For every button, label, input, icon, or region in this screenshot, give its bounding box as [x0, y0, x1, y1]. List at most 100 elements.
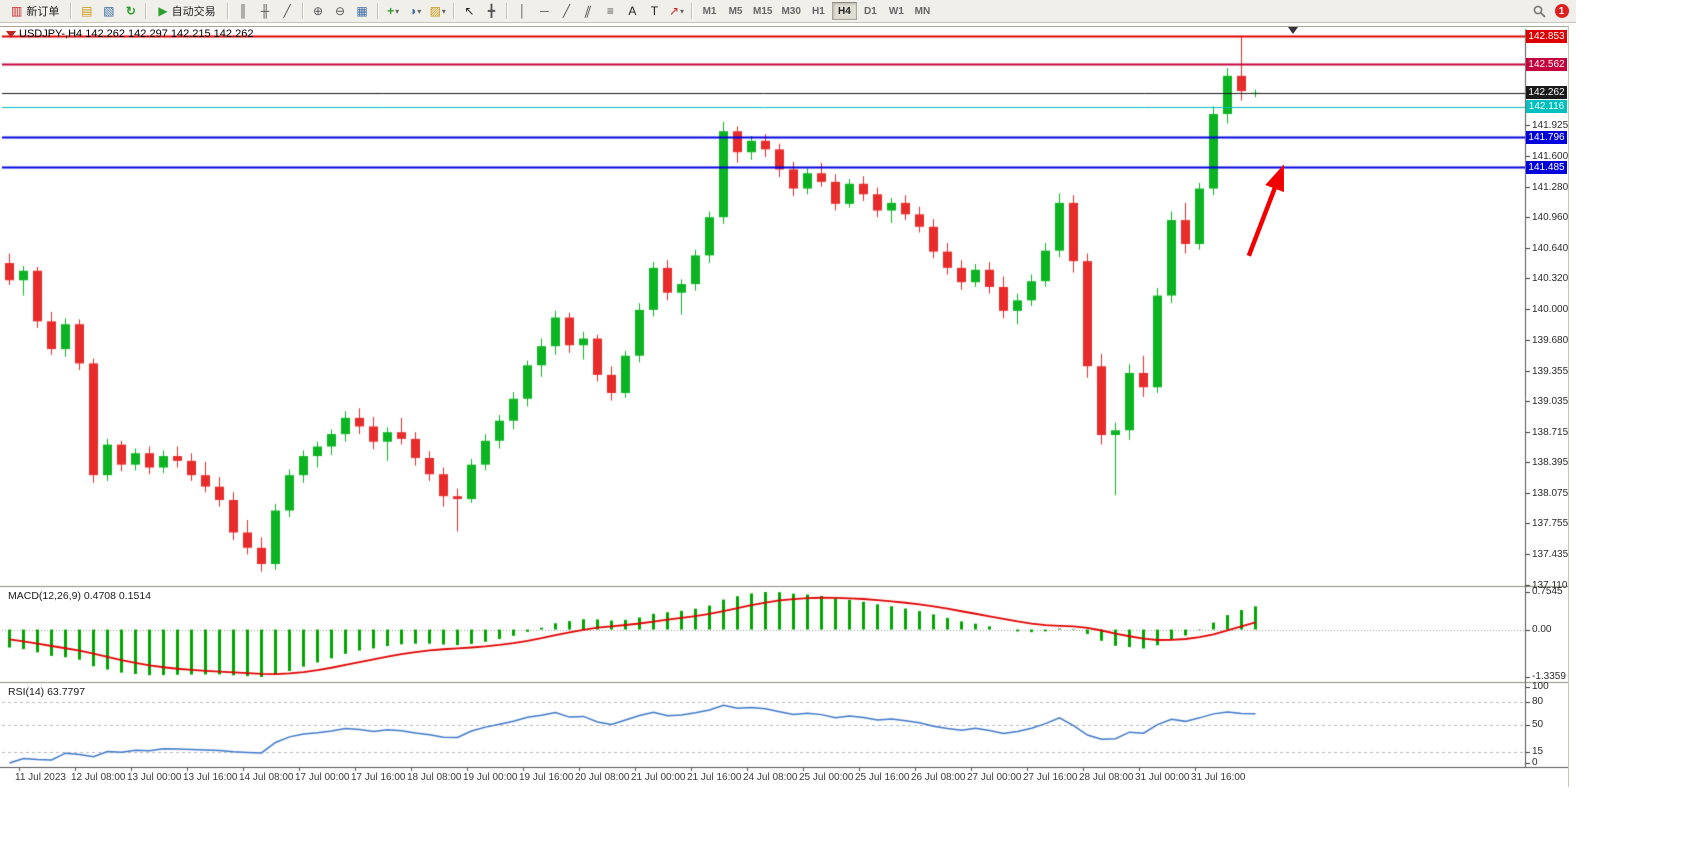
toolbar-separator — [452, 3, 455, 19]
one-click-trading-icon[interactable] — [6, 31, 16, 38]
rsi-indicator-label: RSI(14) 63.7797 — [8, 686, 86, 698]
indicator-scale-label: -1.3359 — [1532, 671, 1566, 682]
text-icon: A — [628, 4, 637, 18]
indicators-button[interactable]: + ▾ — [383, 2, 404, 20]
notifications-button[interactable]: 1 — [1551, 2, 1572, 20]
search-icon — [1533, 5, 1546, 18]
main-toolbar: ▥ 新订单 ▤ ▧ ↻ ▶ 自动交易 ║ ╫ ╱ ⊕ ⊖ ▦ + ▾ ◑ ▾ ▨ ▾ … — [0, 0, 1576, 23]
search-button[interactable] — [1529, 2, 1550, 20]
time-axis-label: 19 Jul 00:00 — [463, 772, 518, 783]
vertical-line-button[interactable]: │ — [512, 2, 533, 20]
chart-title: USDJPY-,H4 142.262 142.297 142.215 142.2… — [19, 28, 254, 40]
price-scale-label: 137.755 — [1532, 517, 1569, 529]
toolbar-separator — [70, 3, 73, 19]
refresh-icon: ↻ — [125, 4, 136, 18]
notification-badge: 1 — [1554, 4, 1569, 18]
periods-button[interactable]: ◑ ▾ — [405, 2, 426, 20]
price-scale-label: 139.680 — [1532, 334, 1569, 346]
toolbar-separator — [301, 3, 304, 19]
zoom-in-button[interactable]: ⊕ — [308, 2, 329, 20]
toolbar-separator — [226, 3, 229, 19]
zoom-out-button[interactable]: ⊖ — [330, 2, 351, 20]
chart-window: USDJPY-,H4 142.262 142.297 142.215 142.2… — [0, 26, 1569, 787]
indicator-scale-label: 15 — [1532, 745, 1544, 757]
price-scale-label: 139.035 — [1532, 395, 1569, 407]
bar-chart-button[interactable]: ║ — [233, 2, 254, 20]
text-label-button[interactable]: T — [644, 2, 665, 20]
indicator-scale-label: 0 — [1532, 757, 1538, 768]
new-order-button[interactable]: ▥ 新订单 — [4, 2, 66, 20]
crosshair-button[interactable]: ╋ — [481, 2, 502, 20]
bar-chart-icon: ║ — [238, 4, 248, 18]
toolbar-separator — [691, 3, 694, 19]
time-axis-label: 27 Jul 00:00 — [967, 772, 1022, 783]
timeframe-h1-button[interactable]: H1 — [806, 2, 831, 20]
auto-trading-label: 自动交易 — [171, 6, 216, 18]
templates-dropdown-icon: ▾ — [441, 6, 446, 16]
timeframe-h4-button[interactable]: H4 — [831, 2, 857, 20]
timeframe-mn-button[interactable]: MN — [910, 2, 935, 20]
price-scale-label: 140.000 — [1532, 303, 1569, 315]
line-chart-icon: ╱ — [283, 4, 291, 18]
market-watch-button[interactable]: ▤ — [76, 2, 97, 20]
chart-shift-marker[interactable] — [1288, 27, 1298, 34]
line-chart-button[interactable]: ╱ — [277, 2, 298, 20]
price-line-label: 142.562 — [1526, 57, 1567, 71]
auto-trading-button[interactable]: ▶ 自动交易 — [151, 2, 222, 20]
crosshair-icon: ╋ — [487, 4, 496, 18]
templates-icon: ▨ — [429, 4, 441, 18]
tile-windows-button[interactable]: ▦ — [352, 2, 373, 20]
cursor-icon: ↖ — [464, 4, 475, 18]
time-axis-label: 26 Jul 08:00 — [911, 772, 966, 783]
indicator-scale-label: 0.00 — [1532, 623, 1552, 635]
arrows-button[interactable]: ↗ ▾ — [666, 2, 687, 20]
timeframe-m5-button[interactable]: M5 — [723, 2, 748, 20]
timeframe-m15-button[interactable]: M15 — [749, 2, 776, 20]
price-scale-label: 140.320 — [1532, 272, 1569, 284]
time-axis-label: 25 Jul 16:00 — [855, 772, 910, 783]
toolbar-separator — [376, 3, 379, 19]
equidistant-channel-button[interactable]: ∥ — [578, 2, 599, 20]
time-axis-label: 21 Jul 16:00 — [687, 772, 742, 783]
periods-dropdown-icon: ▾ — [417, 6, 422, 16]
time-axis-label: 19 Jul 16:00 — [519, 772, 574, 783]
price-scale-label: 138.395 — [1532, 456, 1569, 468]
cursor-button[interactable]: ↖ — [459, 2, 480, 20]
chart-canvas[interactable] — [0, 27, 1568, 787]
time-axis-label: 21 Jul 00:00 — [631, 772, 686, 783]
text-label-icon: T — [650, 4, 659, 18]
templates-button[interactable]: ▨ ▾ — [427, 2, 449, 20]
fibonacci-button[interactable]: ≡ — [600, 2, 621, 20]
price-scale-label: 138.075 — [1532, 487, 1569, 499]
timeframe-m1-button[interactable]: M1 — [697, 2, 722, 20]
macd-indicator-label: MACD(12,26,9) 0.4708 0.1514 — [8, 590, 152, 602]
indicator-scale-label: 80 — [1532, 696, 1544, 708]
trend-arrow-annotation[interactable] — [1234, 153, 1298, 269]
candlestick-chart-icon: ╫ — [260, 4, 270, 18]
toolbar-separator — [145, 3, 148, 19]
trendline-button[interactable]: ╱ — [556, 2, 577, 20]
price-line-label: 141.485 — [1526, 160, 1567, 174]
price-scale-label: 141.925 — [1532, 119, 1569, 131]
horizontal-line-icon: ─ — [540, 4, 549, 18]
timeframe-w1-button[interactable]: W1 — [884, 2, 909, 20]
price-line-label: 142.853 — [1526, 29, 1567, 43]
text-button[interactable]: A — [622, 2, 643, 20]
time-axis-label: 13 Jul 16:00 — [183, 772, 238, 783]
navigator-button[interactable]: ▧ — [98, 2, 119, 20]
price-line-label: 142.116 — [1526, 100, 1567, 114]
timeframe-d1-button[interactable]: D1 — [858, 2, 883, 20]
equidistant-channel-icon: ∥ — [583, 4, 594, 18]
timeframe-m30-button[interactable]: M30 — [777, 2, 804, 20]
time-axis-label: 17 Jul 00:00 — [295, 772, 350, 783]
refresh-button[interactable]: ↻ — [120, 2, 141, 20]
time-axis-label: 31 Jul 00:00 — [1135, 772, 1190, 783]
candlestick-chart-button[interactable]: ╫ — [255, 2, 276, 20]
time-axis-label: 13 Jul 00:00 — [127, 772, 182, 783]
horizontal-line-button[interactable]: ─ — [534, 2, 555, 20]
time-axis-label: 27 Jul 16:00 — [1023, 772, 1078, 783]
price-scale-label: 140.960 — [1532, 211, 1569, 223]
indicator-scale-label: 100 — [1532, 681, 1549, 692]
price-line-label: 141.796 — [1526, 130, 1567, 144]
